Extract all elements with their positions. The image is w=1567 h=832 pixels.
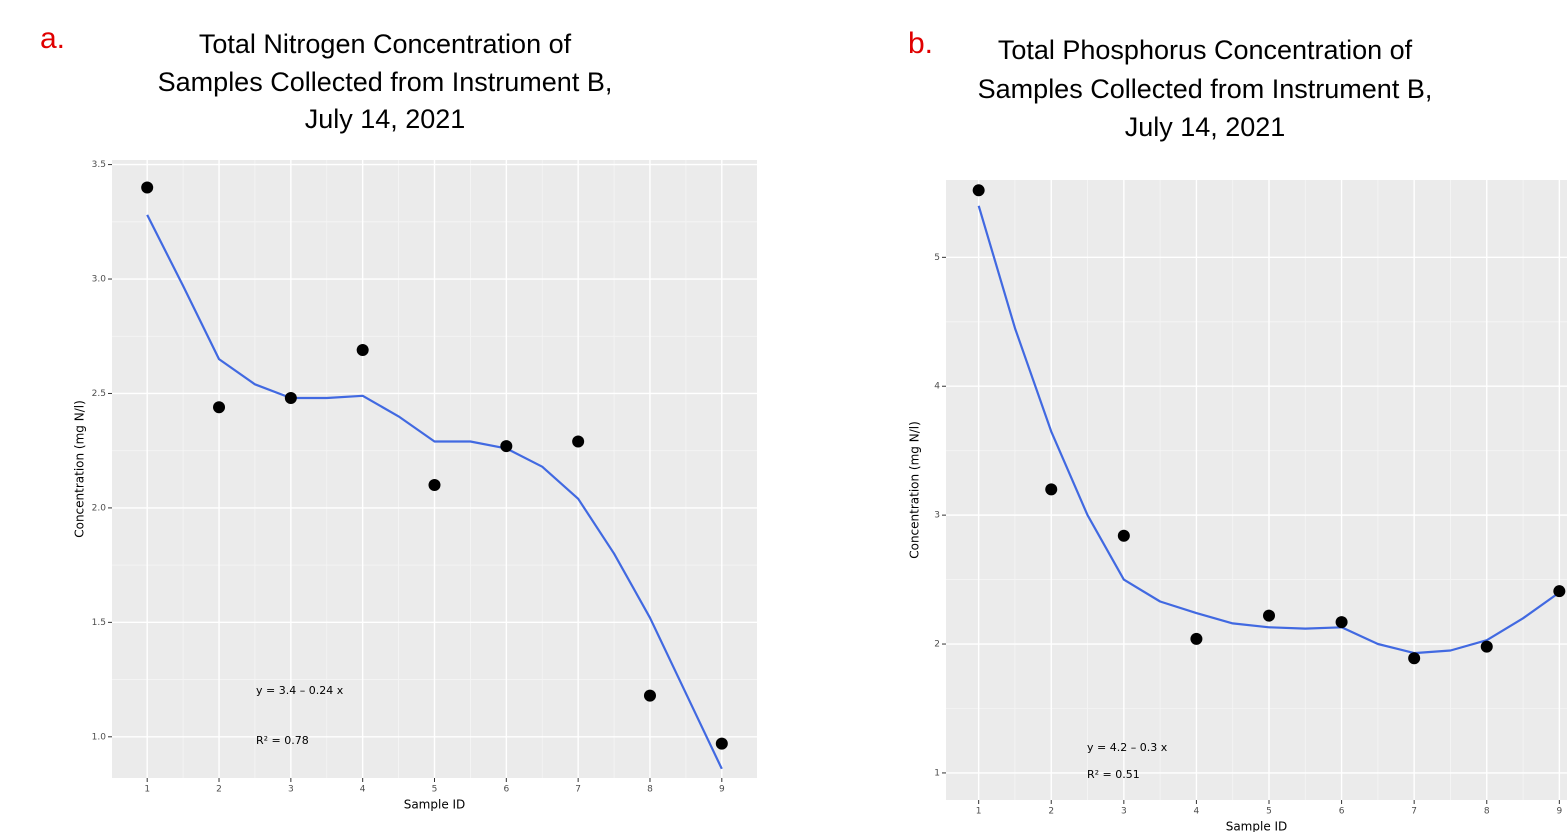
- x-tick-label: 4: [1194, 807, 1200, 817]
- data-point: [1117, 529, 1130, 542]
- annotation: y = 3.4 – 0.24 x: [256, 684, 344, 697]
- x-tick-label: 8: [647, 785, 653, 795]
- plot: [112, 160, 757, 778]
- panel-label: a.: [40, 22, 65, 55]
- data-point: [500, 440, 513, 453]
- chart-title: Samples Collected from Instrument B,: [158, 67, 613, 97]
- x-tick-label: 5: [1266, 807, 1272, 817]
- y-tick-label: 1: [934, 768, 940, 778]
- x-tick-label: 1: [976, 807, 982, 817]
- y-tick-label: 3: [934, 511, 940, 521]
- y-tick-label: 3.0: [92, 275, 107, 285]
- data-point: [356, 343, 369, 356]
- fit-line: [977, 205, 1560, 655]
- data-point: [1190, 632, 1203, 645]
- chart-title: July 14, 2021: [305, 104, 466, 134]
- data-point: [428, 479, 441, 492]
- y-tick-label: 2.0: [92, 503, 107, 513]
- data-point: [213, 401, 226, 414]
- data-point: [141, 181, 154, 194]
- chart-title: July 14, 2021: [1125, 112, 1286, 142]
- x-tick-label: 8: [1484, 807, 1490, 817]
- data-point: [715, 737, 728, 750]
- data-point: [1335, 616, 1348, 629]
- x-tick-label: 5: [432, 785, 438, 795]
- x-tick-label: 2: [216, 785, 222, 795]
- data-point: [1553, 585, 1566, 598]
- x-tick-label: 6: [1339, 807, 1345, 817]
- y-tick-label: 2.5: [92, 389, 106, 399]
- x-tick-label: 3: [1121, 807, 1127, 817]
- x-tick-label: 6: [503, 785, 509, 795]
- plot: [946, 180, 1567, 800]
- chart-title: Total Phosphorus Concentration of: [998, 35, 1413, 65]
- chart-title: Samples Collected from Instrument B,: [978, 74, 1433, 104]
- x-tick-label: 2: [1048, 807, 1054, 817]
- x-tick-label: 9: [719, 785, 725, 795]
- data-point: [1480, 640, 1493, 653]
- y-tick-label: 2: [934, 640, 940, 650]
- annotation: y = 4.2 – 0.3 x: [1087, 741, 1168, 754]
- data-point: [572, 435, 585, 448]
- y-axis-title: Concentration (mg N/l): [908, 421, 922, 559]
- x-tick-label: 4: [360, 785, 366, 795]
- data-point: [1263, 609, 1275, 622]
- x-tick-label: 7: [575, 785, 581, 795]
- data-point: [972, 184, 985, 197]
- y-axis-title: Concentration (mg N/l): [73, 400, 87, 538]
- annotation: R² = 0.51: [1087, 768, 1140, 781]
- y-tick-label: 1.0: [92, 732, 107, 742]
- data-point: [1045, 483, 1058, 496]
- y-tick-label: 3.5: [92, 160, 106, 170]
- fit-line: [146, 214, 723, 770]
- y-tick-label: 5: [934, 253, 940, 263]
- plot-panel: [946, 180, 1567, 800]
- panel-label: b.: [908, 27, 933, 60]
- y-tick-label: 4: [934, 382, 940, 392]
- x-tick-label: 7: [1411, 807, 1417, 817]
- x-tick-label: 9: [1556, 807, 1562, 817]
- x-axis-title: Sample ID: [404, 798, 466, 812]
- x-tick-label: 1: [144, 785, 150, 795]
- x-axis-title: Sample ID: [1226, 820, 1288, 832]
- y-tick-label: 1.5: [92, 618, 106, 628]
- data-point: [1408, 652, 1421, 665]
- annotation: R² = 0.78: [256, 734, 309, 747]
- data-point: [643, 689, 656, 702]
- x-tick-label: 3: [288, 785, 294, 795]
- data-point: [284, 392, 297, 405]
- chart-title: Total Nitrogen Concentration of: [199, 29, 572, 59]
